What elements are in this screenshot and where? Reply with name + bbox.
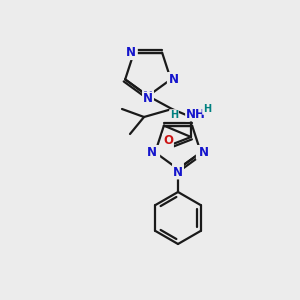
Text: N: N (197, 146, 207, 159)
Text: N: N (147, 146, 157, 159)
Text: N: N (127, 46, 137, 59)
Text: N: N (126, 46, 136, 59)
Text: N: N (169, 73, 179, 86)
Text: H: H (203, 104, 211, 114)
Text: N: N (143, 92, 153, 106)
Text: O: O (163, 134, 173, 148)
Text: NH: NH (186, 107, 206, 121)
Text: H: H (170, 110, 178, 120)
Text: N: N (143, 89, 153, 103)
Text: N: N (199, 146, 209, 159)
Text: N: N (149, 146, 159, 159)
Text: N: N (173, 166, 183, 178)
Text: N: N (168, 73, 178, 86)
Text: N: N (173, 164, 183, 176)
